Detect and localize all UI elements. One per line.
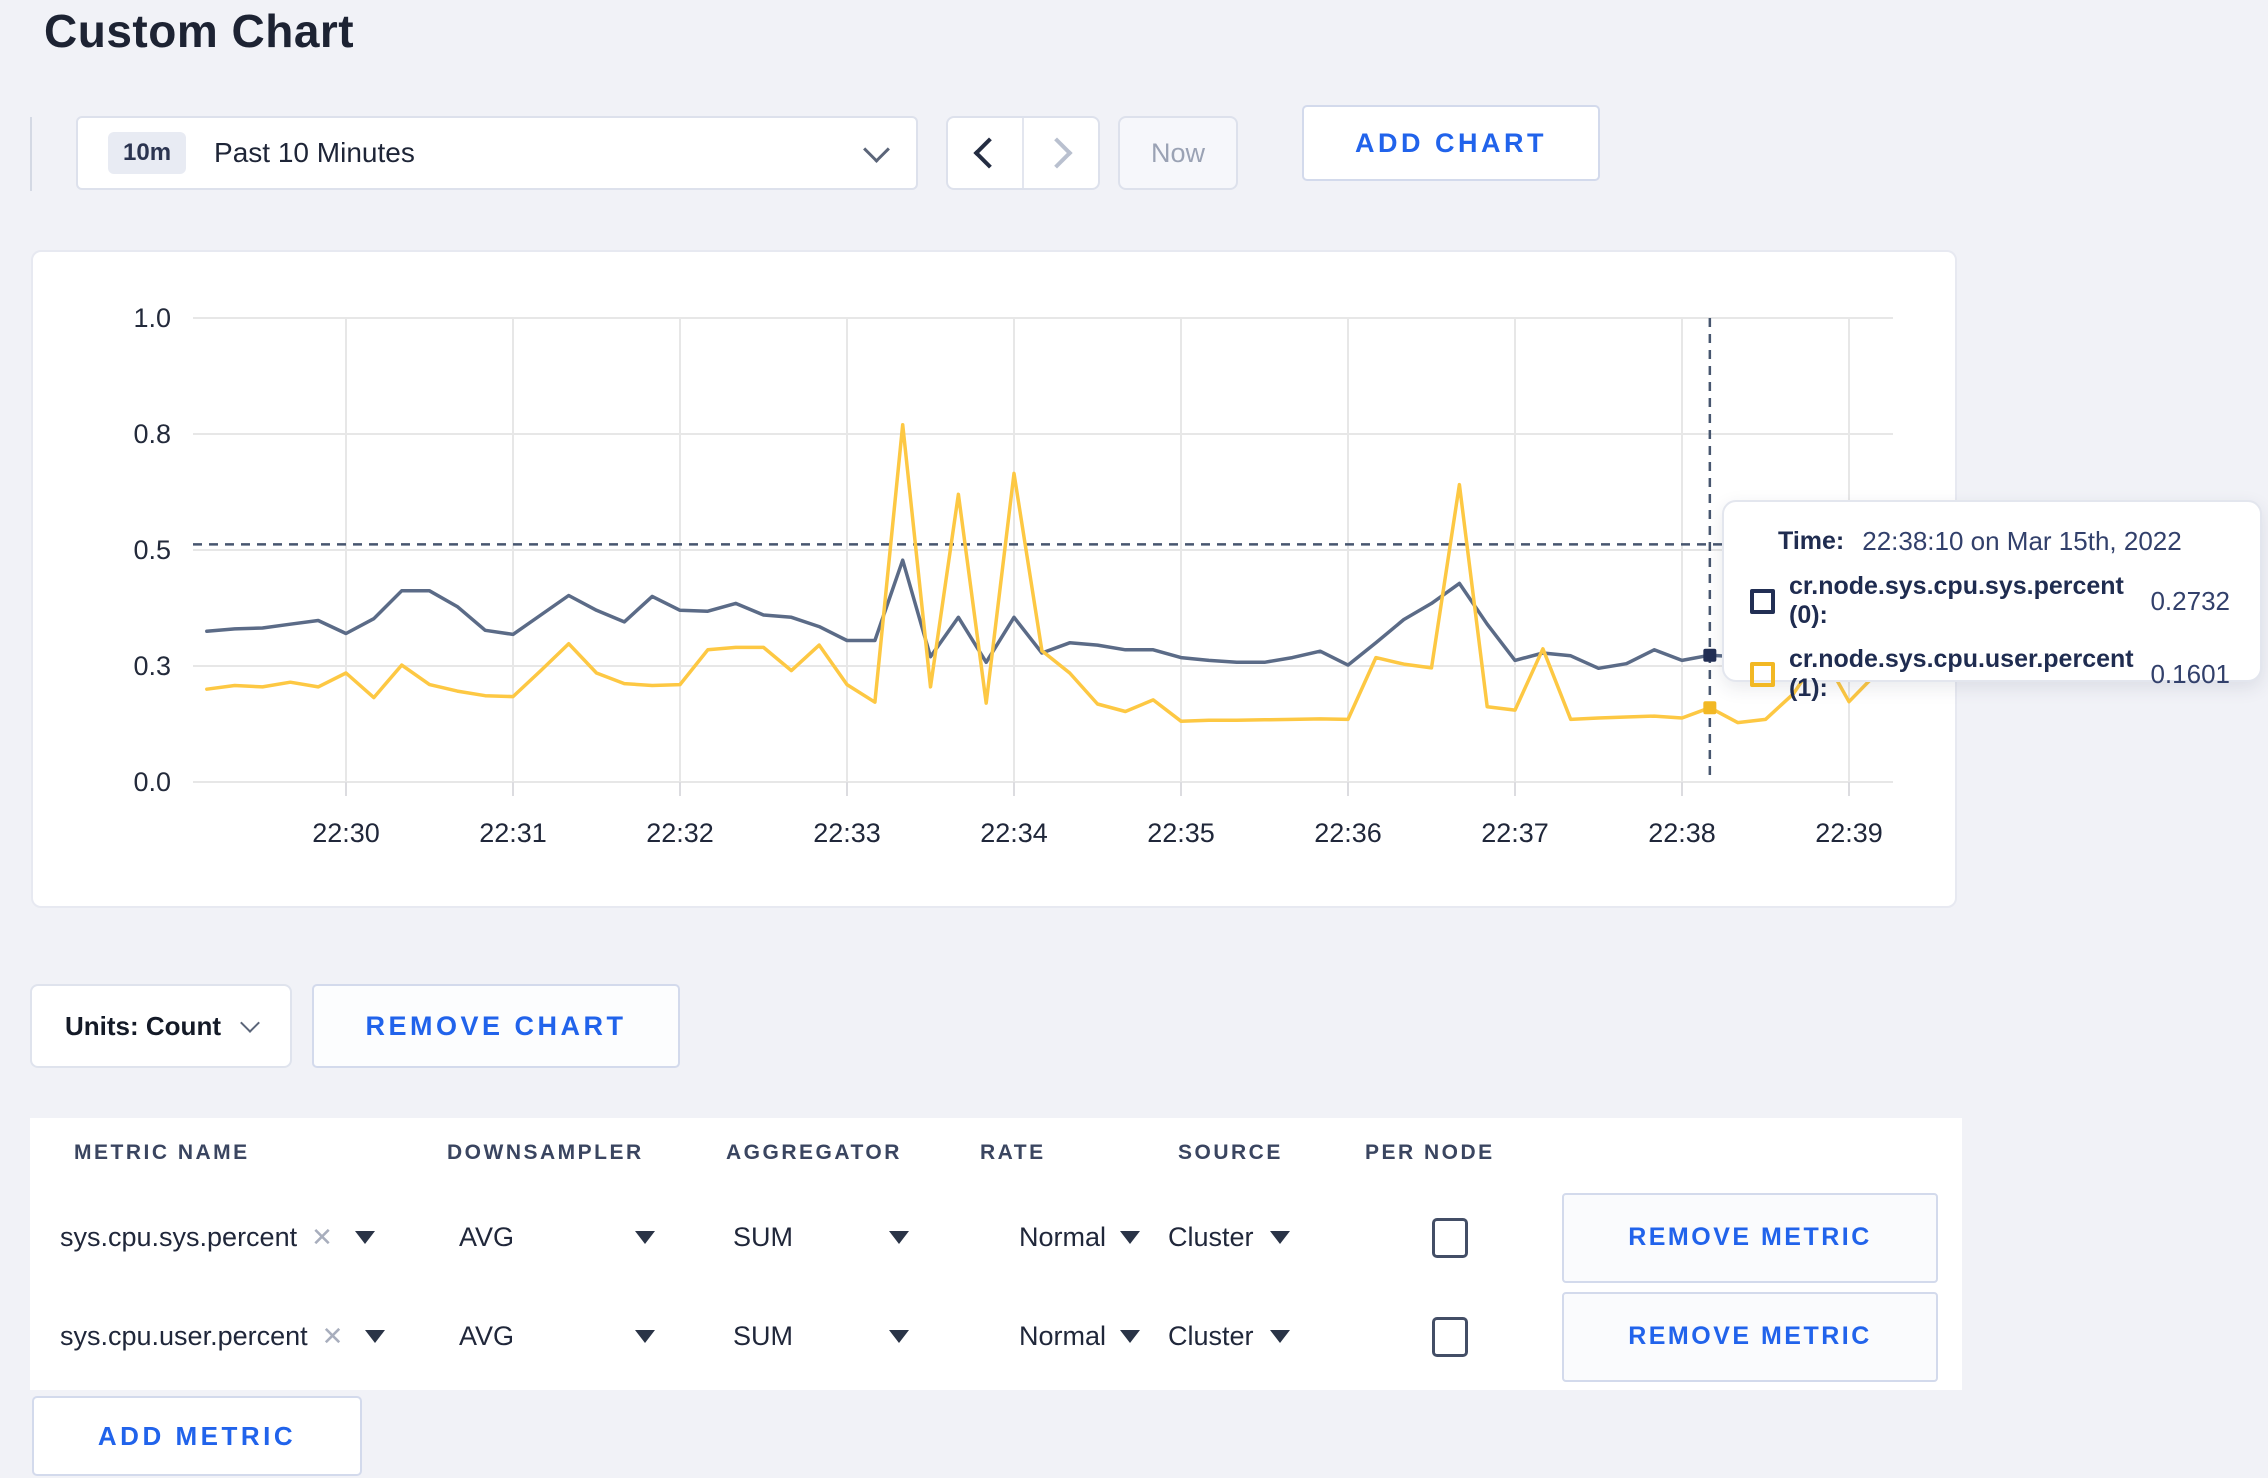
chevron-down-icon (863, 135, 890, 163)
chart-tooltip: Time: 22:38:10 on Mar 15th, 2022 cr.node… (1722, 500, 2262, 702)
source-value: Cluster (1168, 1222, 1254, 1252)
column-header-aggregator: AGGREGATOR (726, 1141, 902, 1164)
time-forward-button[interactable] (1022, 118, 1098, 188)
tooltip-series-label: cr.node.sys.cpu.sys.percent (0): (1789, 572, 2124, 629)
svg-text:22:32: 22:32 (646, 818, 714, 848)
page-title: Custom Chart (44, 5, 355, 57)
column-header-downsampler: DOWNSAMPLER (447, 1141, 644, 1164)
downsampler-select[interactable]: AVG (459, 1321, 655, 1352)
svg-text:22:37: 22:37 (1481, 818, 1549, 848)
caret-down-icon (635, 1330, 655, 1343)
now-button-label: Now (1150, 137, 1205, 168)
aggregator-value: SUM (733, 1222, 793, 1252)
units-dropdown[interactable]: Units: Count (30, 984, 292, 1068)
source-select[interactable]: Cluster (1168, 1321, 1290, 1352)
caret-down-icon[interactable] (365, 1330, 386, 1343)
svg-text:22:36: 22:36 (1314, 818, 1382, 848)
time-range-label: Past 10 Minutes (214, 137, 415, 168)
caret-down-icon (635, 1231, 655, 1244)
remove-metric-button[interactable]: REMOVE METRIC (1562, 1291, 1938, 1382)
remove-chart-button[interactable]: REMOVE CHART (312, 984, 680, 1068)
remove-chart-label: REMOVE CHART (365, 1010, 627, 1041)
chevron-left-icon (973, 137, 1005, 169)
tooltip-series-row: cr.node.sys.cpu.user.percent (1): 0.1601 (1750, 645, 2230, 703)
column-header-per-node: PER NODE (1365, 1141, 1495, 1164)
svg-text:22:39: 22:39 (1815, 818, 1883, 848)
toolbar-divider (30, 117, 32, 191)
svg-text:22:35: 22:35 (1147, 818, 1215, 848)
add-metric-label: ADD METRIC (97, 1420, 297, 1451)
add-metric-button[interactable]: ADD METRIC (32, 1396, 362, 1476)
chevron-right-icon (1041, 137, 1073, 169)
tooltip-series-label: cr.node.sys.cpu.user.percent (1): (1789, 645, 2134, 702)
caret-down-icon (1269, 1330, 1290, 1343)
downsampler-select[interactable]: AVG (459, 1222, 655, 1253)
remove-metric-label: REMOVE METRIC (1628, 1223, 1872, 1251)
metric-name: sys.cpu.sys.percent (60, 1222, 298, 1252)
svg-text:1.0: 1.0 (133, 303, 171, 333)
per-node-checkbox[interactable] (1432, 1217, 1468, 1258)
now-button[interactable]: Now (1118, 116, 1238, 190)
remove-metric-label: REMOVE METRIC (1628, 1322, 1872, 1350)
column-header-rate: RATE (980, 1141, 1046, 1164)
tooltip-time-row: Time: 22:38:10 on Mar 15th, 2022 (1750, 526, 2230, 557)
column-header-source: SOURCE (1178, 1141, 1283, 1164)
metric-row: sys.cpu.sys.percent ✕ AVG SUM Normal Clu… (30, 1188, 1962, 1287)
tooltip-time-label: Time: (1778, 527, 1845, 555)
rate-select[interactable]: Normal (1019, 1222, 1141, 1253)
time-range-dropdown[interactable]: 10m Past 10 Minutes (76, 116, 918, 190)
source-select[interactable]: Cluster (1168, 1222, 1290, 1253)
add-chart-label: ADD CHART (1355, 127, 1547, 158)
caret-down-icon (889, 1231, 909, 1244)
tooltip-series-value: 0.1601 (2150, 658, 2230, 689)
source-value: Cluster (1168, 1321, 1254, 1351)
rate-value: Normal (1019, 1321, 1107, 1351)
downsampler-value: AVG (459, 1222, 515, 1252)
chevron-down-icon (240, 1013, 260, 1033)
svg-text:22:31: 22:31 (479, 818, 547, 848)
caret-down-icon (1120, 1231, 1141, 1244)
tooltip-swatch (1750, 588, 1775, 614)
add-chart-button[interactable]: ADD CHART (1302, 105, 1600, 181)
rate-value: Normal (1019, 1222, 1107, 1252)
tooltip-swatch (1750, 661, 1775, 687)
units-label: Units: Count (65, 1010, 221, 1041)
metrics-table: METRIC NAME DOWNSAMPLER AGGREGATOR RATE … (30, 1118, 1962, 1390)
tooltip-series-row: cr.node.sys.cpu.sys.percent (0): 0.2732 (1750, 572, 2230, 630)
aggregator-value: SUM (733, 1321, 793, 1351)
svg-text:22:30: 22:30 (312, 818, 380, 848)
remove-metric-button[interactable]: REMOVE METRIC (1562, 1192, 1938, 1283)
time-back-button[interactable] (948, 118, 1022, 188)
svg-text:0.8: 0.8 (133, 419, 171, 449)
chart-canvas[interactable]: 0.0 0.3 0.5 0.8 1.0 22:30 22:31 22:32 22:33 22:34… (33, 252, 1955, 906)
svg-text:0.0: 0.0 (133, 767, 171, 797)
metrics-table-header: METRIC NAME DOWNSAMPLER AGGREGATOR RATE … (30, 1118, 1962, 1188)
time-range-badge: 10m (108, 132, 187, 174)
svg-text:22:33: 22:33 (813, 818, 881, 848)
caret-down-icon (889, 1330, 909, 1343)
caret-down-icon[interactable] (354, 1231, 375, 1244)
metric-name: sys.cpu.user.percent (60, 1321, 308, 1351)
clear-metric-icon[interactable]: ✕ (321, 1321, 344, 1351)
svg-text:0.3: 0.3 (133, 651, 171, 681)
caret-down-icon (1120, 1330, 1141, 1343)
chart-panel: 0.0 0.3 0.5 0.8 1.0 22:30 22:31 22:32 22:33 22:34… (31, 250, 1957, 908)
rate-select[interactable]: Normal (1019, 1321, 1141, 1352)
caret-down-icon (1269, 1231, 1290, 1244)
tooltip-time-value: 22:38:10 on Mar 15th, 2022 (1862, 526, 2182, 556)
svg-text:0.5: 0.5 (133, 535, 171, 565)
svg-text:22:38: 22:38 (1648, 818, 1716, 848)
metric-row: sys.cpu.user.percent ✕ AVG SUM Normal Cl… (30, 1287, 1962, 1386)
aggregator-select[interactable]: SUM (733, 1222, 909, 1253)
tooltip-series-value: 0.2732 (2150, 585, 2230, 616)
time-nav-group (946, 116, 1100, 190)
column-header-metric-name: METRIC NAME (74, 1141, 250, 1164)
per-node-checkbox[interactable] (1432, 1316, 1468, 1357)
aggregator-select[interactable]: SUM (733, 1321, 909, 1352)
clear-metric-icon[interactable]: ✕ (311, 1222, 333, 1252)
downsampler-value: AVG (459, 1321, 515, 1351)
svg-text:22:34: 22:34 (980, 818, 1048, 848)
